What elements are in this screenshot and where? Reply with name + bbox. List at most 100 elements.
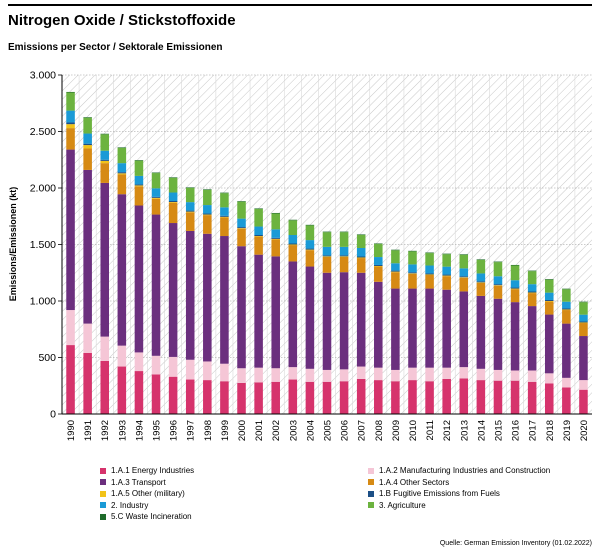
legend-item: 1.A.3 Transport <box>100 478 166 487</box>
bar-segment-1996-0 <box>168 376 178 414</box>
bar-segment-2020-3 <box>579 323 588 337</box>
bar-segment-2018-7 <box>544 279 554 293</box>
bar-segment-1997-6 <box>185 202 195 211</box>
bar-segment-2015-8 <box>493 261 503 263</box>
bar-segment-2017-5 <box>527 291 537 293</box>
bar-segment-2011-3 <box>425 275 434 289</box>
bar-segment-2013-5 <box>459 276 469 278</box>
bar-segment-2010-8 <box>408 250 417 252</box>
legend-item: 2. Industry <box>100 501 148 510</box>
bar-segment-2013-3 <box>459 277 469 292</box>
bar-segment-1997-5 <box>185 210 195 212</box>
bar-segment-2020-1 <box>579 380 588 390</box>
bar-segment-2017-6 <box>527 284 537 292</box>
legend-label: 1.A.4 Other Sectors <box>379 477 450 487</box>
bar-segment-1994-7 <box>134 160 144 176</box>
bar-segment-2015-1 <box>493 369 503 381</box>
bar-segment-1990-6 <box>66 110 75 123</box>
bar-segment-2011-1 <box>425 367 434 382</box>
bar-segment-1991-4 <box>83 145 92 149</box>
bar-segment-1999-0 <box>220 381 229 414</box>
bar-segment-2011-7 <box>425 253 434 266</box>
bar-segment-2010-6 <box>408 264 417 273</box>
x-tick-label: 2016 <box>511 420 522 441</box>
bar-segment-2003-7 <box>288 220 298 236</box>
bar-segment-1999-3 <box>220 217 229 237</box>
bar-segment-2001-4 <box>254 236 263 237</box>
bar-segment-2017-8 <box>527 270 537 272</box>
x-tick-label: 2020 <box>579 420 590 441</box>
bar-segment-2014-0 <box>476 380 486 414</box>
chart-title: Nitrogen Oxide / Stickstoffoxide <box>8 12 236 29</box>
bar-segment-2016-4 <box>510 288 520 290</box>
bar-segment-1995-6 <box>151 188 161 197</box>
x-tick-label: 2007 <box>357 420 368 441</box>
x-tick-label: 1998 <box>203 420 214 441</box>
legend-label: 1.A.5 Other (military) <box>111 489 185 498</box>
bar-segment-2014-4 <box>476 282 486 283</box>
bar-segment-2012-7 <box>442 254 451 267</box>
bar-segment-2002-3 <box>271 239 280 257</box>
bar-segment-2018-0 <box>544 383 554 414</box>
bar-segment-2007-6 <box>356 248 366 257</box>
bar-segment-1998-8 <box>203 189 212 190</box>
bar-segment-2000-0 <box>237 382 246 414</box>
bar-segment-1990-5 <box>66 122 75 125</box>
bar-segment-2008-0 <box>374 380 383 414</box>
x-tick-label: 1994 <box>134 420 145 441</box>
bar-segment-2017-7 <box>527 271 537 285</box>
y-tick-label: 2.000 <box>30 183 56 195</box>
bar-segment-2006-5 <box>339 255 349 257</box>
bar-segment-1991-3 <box>83 148 92 170</box>
bar-segment-2020-7 <box>579 302 588 315</box>
legend-item: 1.B Fugitive Emissions from Fuels <box>368 489 500 498</box>
bar-segment-2019-8 <box>562 288 571 290</box>
bar-segment-2008-1 <box>374 367 383 381</box>
bar-segment-2009-4 <box>391 271 400 273</box>
bar-segment-2019-5 <box>562 308 571 310</box>
x-tick-label: 1999 <box>220 420 231 441</box>
x-tick-label: 2010 <box>408 420 419 441</box>
bar-segment-1999-6 <box>220 207 229 216</box>
bar-segment-1996-1 <box>168 356 178 377</box>
bar-segment-2000-6 <box>237 218 246 228</box>
bar-segment-1990-2 <box>66 149 75 311</box>
x-tick-label: 2000 <box>237 420 248 441</box>
bar-segment-1993-4 <box>117 173 127 175</box>
bar-segment-2009-1 <box>391 369 400 382</box>
bar-segment-2000-2 <box>237 246 246 369</box>
bar-segment-2006-7 <box>339 232 349 247</box>
legend-swatch <box>100 502 106 508</box>
bar-segment-2018-1 <box>544 373 554 384</box>
legend-label: 3. Agriculture <box>379 500 426 510</box>
bar-segment-1990-4 <box>66 124 75 129</box>
bar-segment-2012-5 <box>442 274 451 276</box>
bar-segment-2010-5 <box>408 272 417 274</box>
bar-segment-2001-2 <box>254 254 263 368</box>
bar-segment-2020-2 <box>579 336 588 381</box>
bar-segment-2008-5 <box>374 264 383 266</box>
bar-segment-2007-8 <box>356 234 366 236</box>
bar-segment-2015-2 <box>493 298 503 370</box>
bar-segment-2000-7 <box>237 201 246 219</box>
bar-segment-1999-2 <box>220 236 229 364</box>
bar-segment-2006-3 <box>339 256 349 273</box>
bar-segment-1999-7 <box>220 193 229 208</box>
y-tick-label: 0 <box>50 409 56 421</box>
bar-segment-1992-1 <box>100 336 110 361</box>
bar-segment-1990-8 <box>66 91 75 93</box>
y-tick-label: 3.000 <box>30 70 56 82</box>
bar-segment-2010-3 <box>408 273 417 289</box>
x-tick-label: 1991 <box>83 420 94 441</box>
source-note: Quelle: German Emission Inventory (01.02… <box>439 540 592 547</box>
bar-segment-2005-2 <box>322 272 332 370</box>
bar-segment-2005-6 <box>322 246 332 256</box>
bar-segment-2002-0 <box>271 381 280 414</box>
bar-segment-1998-3 <box>203 215 212 234</box>
bar-segment-1996-6 <box>168 192 178 201</box>
bar-segment-2010-7 <box>408 251 417 265</box>
bar-segment-2003-0 <box>288 379 298 414</box>
bar-segment-1994-1 <box>134 352 144 372</box>
bar-segment-2008-3 <box>374 266 383 282</box>
